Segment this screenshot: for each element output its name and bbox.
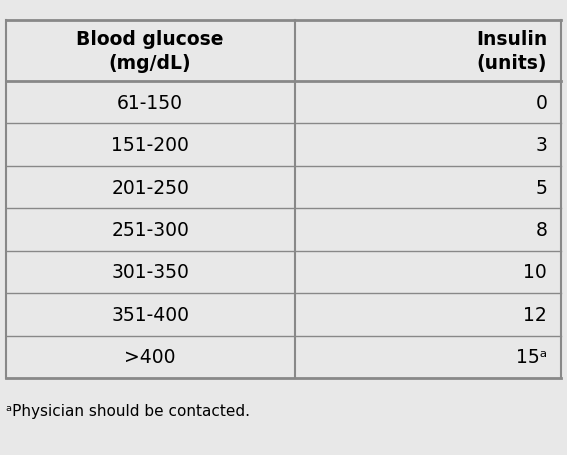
Bar [6,167,561,209]
Text: 3: 3 [535,136,547,155]
Text: >400: >400 [124,348,176,366]
Text: 61-150: 61-150 [117,94,183,112]
Bar [6,293,561,336]
Text: 201-250: 201-250 [111,178,189,197]
Text: 151-200: 151-200 [111,136,189,155]
Text: ᵃPhysician should be contacted.: ᵃPhysician should be contacted. [6,403,249,418]
Text: 15ᵃ: 15ᵃ [516,348,547,366]
Bar [6,251,561,293]
Bar [6,124,561,167]
Bar [6,82,561,124]
Text: 351-400: 351-400 [111,305,189,324]
Text: 10: 10 [523,263,547,282]
Bar [6,336,561,378]
Text: 251-300: 251-300 [111,221,189,239]
Text: 0: 0 [535,94,547,112]
Text: 5: 5 [535,178,547,197]
Bar [6,209,561,251]
Text: 8: 8 [535,221,547,239]
Text: 301-350: 301-350 [111,263,189,282]
Text: 12: 12 [523,305,547,324]
Text: Blood glucose
(mg/dL): Blood glucose (mg/dL) [77,30,224,72]
Text: Insulin
(units): Insulin (units) [476,30,547,72]
